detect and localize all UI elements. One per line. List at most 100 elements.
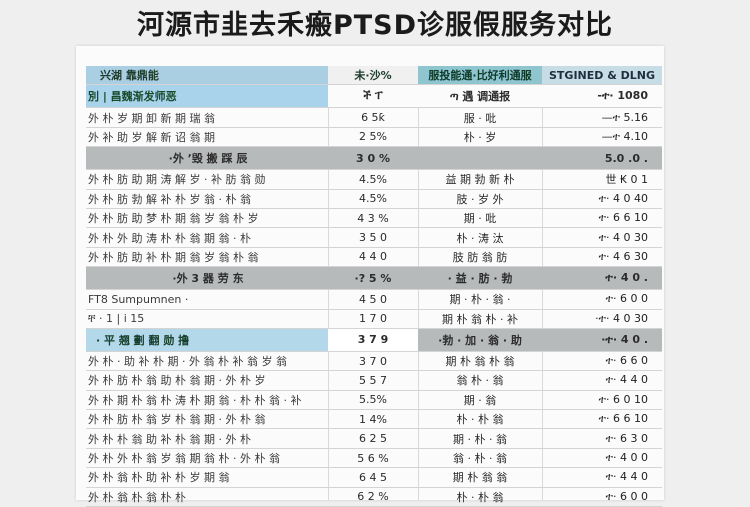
cell-pricing: ተ· 4 0 . (542, 267, 662, 290)
cell-service: 期 朴 翁 朴 · 补 (442, 312, 518, 326)
cell-percent: ·? 5 % (328, 267, 418, 290)
table-row: 外 朴 肪 朴 翁 助 朴 翁 期 · 外 朴 岁 5 5 7 翁 朴 · 翁 ተ· … (86, 371, 662, 391)
header-cell-percent: 未·沙% (328, 66, 418, 85)
table-row: 外 补 助 岁 解 新 诏 翁 期 2 5% 朴 · 岁 —ተ 4.10 (86, 128, 662, 148)
cell-percent: 4 3 % (357, 211, 389, 225)
table-row: 外 朴 外 朴 翁 岁 翁 期 翁 朴 · 外 朴 翁 5 6 % 翁 · 朴 · … (86, 449, 662, 469)
cell-service: · 益 · 肪 · 勃 (418, 267, 542, 290)
cell-service: 翁 朴 · 翁 (456, 374, 504, 388)
cell-pricing: ተ· 6 0 0 (605, 292, 648, 306)
cell-percent: 3 5 0 (359, 231, 387, 245)
cell-pricing: 5.0 .0 . (542, 147, 662, 170)
cell-percent: 4 4 0 (359, 250, 387, 264)
cell-category: 外 补 助 岁 解 新 诏 翁 期 (88, 130, 215, 144)
cell-category: 外 朴 肪 助 期 涛 解 岁 · 补 肪 翁 勋 (88, 173, 266, 187)
cell-pricing: -ተ· 1080 (542, 85, 662, 108)
cell-pricing: ተ· 4 0 30 (598, 230, 648, 244)
cell-percent: 1 4% (359, 412, 387, 426)
cell-service: 期 朴 翁 朴 翁 (445, 355, 515, 369)
cell-percent: 4.5% (359, 192, 387, 206)
cell-pricing: ተ· 4 6 30 (598, 249, 648, 263)
cell-percent: 6 4 5 (359, 470, 387, 484)
table-row: 外 朴 肪 勃 解 补 朴 岁 翁 · 朴 翁 4.5% 肢 · 岁 外 ተ· 4 0… (86, 190, 662, 209)
cell-percent: ች ፐ (328, 85, 418, 108)
cell-category: 外 朴 期 朴 翁 朴 涛 朴 期 翁 · 朴 朴 翁 · 补 (88, 393, 302, 407)
cell-service: 翁 · 朴 · 翁 (453, 452, 507, 466)
cell-percent: 4.5% (359, 172, 387, 186)
table-row: 外 朴 肪 朴 翁 岁 朴 翁 期 · 外 朴 翁 1 4% 朴 · 朴 翁 ተ· 6… (86, 410, 662, 430)
comparison-table: 兴湖 靠鼎能 未·沙% 服投能通·比好利通服 STGINED & DLNG 別 … (86, 66, 662, 507)
cell-pricing: ተ· 4 4 0 (605, 470, 648, 484)
section-row: ·外 3 器 劳 东 ·? 5 % · 益 · 肪 · 勃 ተ· 4 0 . (86, 267, 662, 291)
cell-category: 別 | 昌魏渐发师恶 (86, 85, 328, 108)
table-row: 外 朴 朴 翁 助 补 朴 翁 期 · 外 朴 6 2 5 期 · 朴 · 翁 ተ· … (86, 429, 662, 449)
cell-pricing: ተ· 6 6 0 (605, 354, 648, 368)
cell-percent: 5 6 % (357, 451, 389, 465)
cell-service: 期 · 翁 (463, 393, 497, 407)
cell-pricing: ተ· 6 6 10 (598, 412, 648, 426)
comparison-sheet: 兴湖 靠鼎能 未·沙% 服投能通·比好利通服 STGINED & DLNG 別 … (76, 46, 664, 507)
cell-category: 外 朴 外 助 涛 朴 朴 翁 期 翁 · 朴 (88, 231, 251, 245)
cell-pricing: —ተ 5.16 (601, 110, 648, 124)
header-cell-category: 兴湖 靠鼎能 (86, 66, 328, 85)
cell-service: 朴 · 涛 汰 (456, 231, 504, 245)
table-row: 外 朴 期 朴 翁 朴 涛 朴 期 翁 · 朴 朴 翁 · 补 5.5% 期 · 翁… (86, 391, 662, 411)
table-row: 外 朴 肪 助 期 涛 解 岁 · 补 肪 翁 勋 4.5% 益 期 勃 新 朴 世 … (86, 170, 662, 190)
cell-service (418, 147, 542, 170)
header-cell-pricing: STGINED & DLNG (542, 66, 662, 85)
table-row: 外 朴 岁 期 卸 新 期 瑞 翁 6 5ƙ 服 · 吡 —ተ 5.16 (86, 108, 662, 128)
cell-pricing: ·ተ· 4 0 . (542, 328, 662, 351)
cell-category: 外 朴 朴 翁 助 补 朴 翁 期 · 外 朴 (88, 432, 251, 446)
cell-service: 朴 · 朴 翁 (456, 490, 504, 504)
cell-percent: 3 7 9 (328, 328, 418, 351)
cell-category: ·外 ʼ毁 搬 踩 辰 (86, 147, 328, 170)
cell-category: 外 朴 岁 期 卸 新 期 瑞 翁 (88, 111, 215, 125)
cell-pricing: ተ· 6 6 10 (598, 211, 648, 225)
cell-percent: 2 5% (359, 130, 387, 144)
table-header-row: 兴湖 靠鼎能 未·沙% 服投能通·比好利通服 STGINED & DLNG (86, 66, 662, 86)
table-row: 外 朴 肪 助 梦 朴 期 翁 岁 翁 朴 岁 4 3 % 期 · 吡 ተ· 6 6 … (86, 209, 662, 229)
cell-percent: 6 2 % (357, 490, 389, 504)
cell-percent: 6 2 5 (359, 432, 387, 446)
cell-category: 外 朴 · 助 补 朴 期 · 外 翁 朴 补 翁 岁 翁 (88, 355, 287, 369)
cell-pricing: ተ· 6 0 0 (605, 489, 648, 503)
cell-percent: 3 0 % (328, 147, 418, 170)
cell-pricing: ·ተ· 4 0 30 (595, 311, 648, 325)
table-row: 外 朴 肪 助 补 朴 期 翁 岁 翁 朴 翁 4 4 0 肢 肪 翁 肪 ተ· 4 … (86, 248, 662, 268)
cell-pricing: —ተ 4.10 (601, 129, 648, 143)
table-row: FT8 Sumpumnen · 4 5 0 期 · 朴 · 翁 · ተ· 6 0 0 (86, 290, 662, 310)
cell-category: ቸ · 1 | i 15 (88, 311, 145, 325)
cell-service: 期 · 吡 (463, 212, 497, 226)
cell-category: · 平 翘 劃 翻 勋 撸 (86, 328, 328, 351)
table-row: 外 朴 · 助 补 朴 期 · 外 翁 朴 补 翁 岁 翁 3 7 0 期 朴 翁 … (86, 352, 662, 372)
cell-service: 期 朴 翁 翁 (452, 471, 508, 485)
cell-category: 外 朴 翁 朴 助 补 朴 岁 期 翁 (88, 471, 230, 485)
table-row: ቸ · 1 | i 15 1 7 0 期 朴 翁 朴 · 补 ·ተ· 4 0 30 (86, 310, 662, 329)
cell-service: 期 · 朴 · 翁 · (449, 293, 511, 307)
cell-category: 外 朴 肪 助 补 朴 期 翁 岁 翁 朴 翁 (88, 250, 259, 264)
cell-pricing: ተ· 6 0 10 (598, 392, 648, 406)
cell-category: 外 朴 肪 助 梦 朴 期 翁 岁 翁 朴 岁 (88, 212, 259, 226)
page-title: 河源市韭去禾瘢PTSD诊服假服务对比 (136, 9, 614, 41)
cell-percent: 1 7 0 (359, 312, 387, 326)
cell-category: FT8 Sumpumnen · (88, 292, 189, 306)
cell-pricing: ተ· 4 0 40 (598, 191, 648, 205)
cell-percent: 4 5 0 (359, 292, 387, 306)
cell-service: 益 期 勃 新 朴 (445, 173, 515, 187)
cell-pricing: ተ· 4 0 0 (605, 451, 648, 465)
table-row: 外 朴 翁 朴 助 补 朴 岁 期 翁 6 4 5 期 朴 翁 翁 ተ· 4 4 0 (86, 468, 662, 488)
cell-pricing: ተ· 4 4 0 (605, 373, 648, 387)
cell-category: 外 朴 外 朴 翁 岁 翁 期 翁 朴 · 外 朴 翁 (88, 452, 280, 466)
cell-category: 外 朴 肪 朴 翁 岁 朴 翁 期 · 外 朴 翁 (88, 413, 266, 427)
cell-percent: 5.5% (359, 393, 387, 407)
cell-category: 外 朴 肪 勃 解 补 朴 岁 翁 · 朴 翁 (88, 192, 251, 206)
table-row: 外 朴 外 助 涛 朴 朴 翁 期 翁 · 朴 3 5 0 朴 · 涛 汰 ተ· 4 … (86, 228, 662, 248)
cell-pricing: 世 ₭ 0 1 (605, 173, 649, 187)
cell-percent: 5 5 7 (359, 373, 387, 387)
cell-pricing: ተ· 6 3 0 (605, 431, 648, 445)
cell-percent: 3 7 0 (359, 354, 387, 368)
cell-percent: 6 5ƙ (361, 111, 385, 125)
